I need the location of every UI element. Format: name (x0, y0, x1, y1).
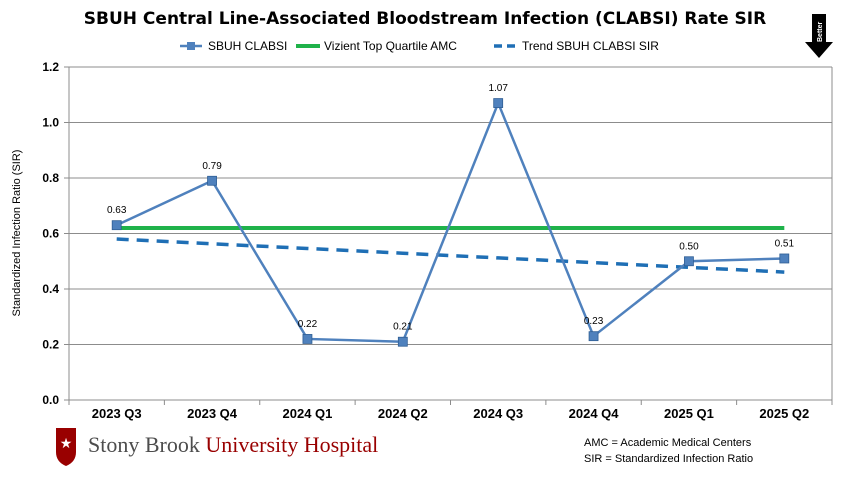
series-layer (111, 98, 790, 347)
axes: 0.0 0.2 0.4 0.6 0.8 1.0 1.2 2023 Q3 2023 Q4 2024 … (42, 60, 833, 421)
better-label: Better (817, 21, 824, 42)
data-label: 0.21 (393, 322, 413, 333)
x-tick-label: 2024 Q4 (569, 406, 620, 421)
y-tick-label: 0.0 (42, 393, 59, 407)
data-point-marker (493, 98, 504, 108)
y-tick-label: 0.6 (42, 227, 59, 241)
legend-item: Vizient Top Quartile AMC (296, 39, 457, 53)
better-badge: Better (805, 14, 833, 58)
y-tick-label: 0.4 (42, 282, 59, 296)
data-label: 0.79 (202, 161, 222, 172)
series-line-trend (116, 237, 785, 274)
x-tick-label: 2024 Q3 (473, 406, 523, 421)
chart-title: SBUH Central Line-Associated Bloodstream… (84, 9, 766, 29)
y-tick-label: 1.0 (42, 116, 59, 130)
legend-label: Vizient Top Quartile AMC (324, 39, 457, 53)
x-tick-label: 2025 Q1 (664, 406, 714, 421)
data-point-marker (302, 334, 313, 344)
star-shield-icon (56, 428, 76, 466)
svg-text:★: ★ (60, 435, 73, 451)
y-tick-label: 1.2 (42, 60, 59, 74)
data-point-marker (684, 256, 694, 267)
logo: ★ Stony Brook University Hospital (56, 428, 378, 466)
data-label: 0.23 (584, 316, 604, 327)
y-tick-label: 0.8 (42, 171, 59, 185)
legend: SBUH CLABSI Vizient Top Quartile AMC Trend… (180, 39, 659, 53)
x-tick-label: 2023 Q4 (187, 406, 238, 421)
logo-text: Stony Brook University Hospital (88, 432, 378, 457)
series-line-sbuh-clabsi (116, 99, 785, 343)
x-tick-label: 2024 Q2 (378, 406, 428, 421)
legend-item: Trend SBUH CLABSI SIR (494, 39, 659, 53)
logo-name-part1: Stony Brook (88, 432, 205, 457)
y-tick-label: 0.2 (42, 338, 59, 352)
footnote-amc: AMC = Academic Medical Centers (584, 437, 752, 449)
data-label: 0.22 (298, 319, 318, 330)
data-labels: 0.63 0.79 0.22 0.21 1.07 0.23 0.50 0.51 (107, 83, 795, 333)
data-point-marker (207, 175, 217, 186)
gridlines (69, 66, 833, 401)
data-label: 0.51 (775, 238, 795, 249)
data-point-marker (588, 331, 599, 342)
data-label: 0.63 (107, 205, 127, 216)
data-point-marker (111, 220, 122, 231)
logo-name-part2: University Hospital (205, 432, 378, 457)
legend-item: SBUH CLABSI (180, 39, 287, 53)
legend-label: Trend SBUH CLABSI SIR (522, 39, 659, 53)
legend-swatch-marker (187, 42, 195, 50)
footnote-sir: SIR = Standardized Infection Ratio (584, 453, 753, 465)
y-axis-label: Standardized Infection Ratio (SIR) (11, 150, 23, 317)
x-tick-label: 2024 Q1 (283, 406, 333, 421)
data-label: 0.50 (679, 241, 699, 252)
data-point-marker (397, 336, 408, 347)
data-label: 1.07 (488, 83, 508, 94)
x-tick-label: 2025 Q2 (759, 406, 809, 421)
down-arrow-icon (805, 14, 833, 58)
data-point-marker (779, 253, 790, 264)
legend-label: SBUH CLABSI (208, 39, 287, 53)
x-tick-label: 2023 Q3 (92, 406, 142, 421)
